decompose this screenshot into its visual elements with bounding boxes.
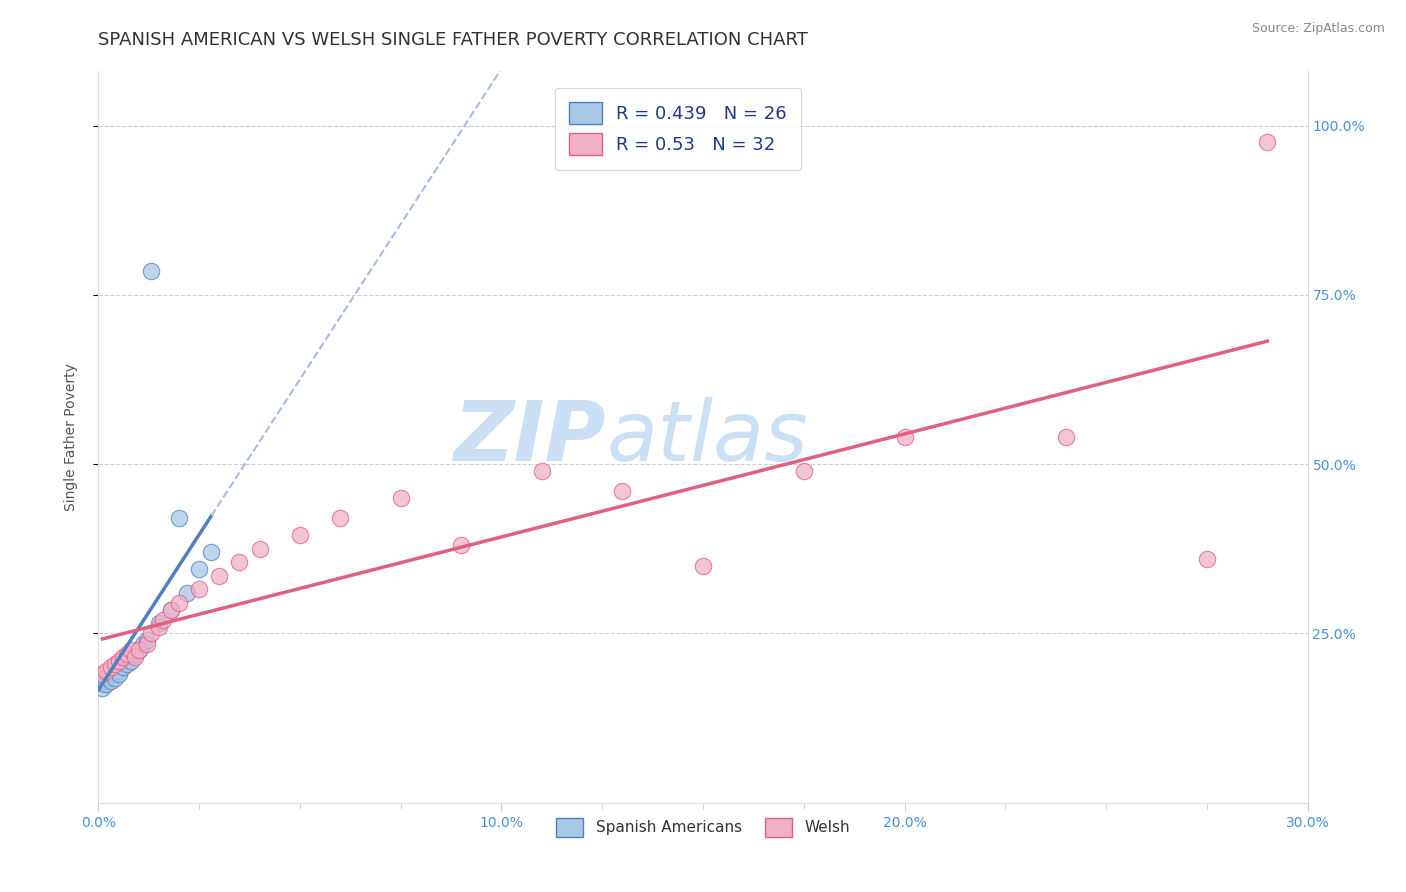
Point [389,491,412,505]
Point [120,654,142,668]
Point [115,657,138,671]
Point [208,569,231,583]
Point [249,541,271,556]
Point [148,620,170,634]
Point [288,528,311,542]
Point [91,677,114,691]
Point [107,654,129,668]
Point [96,671,118,685]
Point [124,647,146,661]
Point [100,671,122,685]
Text: ZIP: ZIP [454,397,606,477]
Legend: Spanish Americans, Welsh: Spanish Americans, Welsh [550,812,856,843]
Point [692,558,714,573]
Point [152,613,174,627]
Point [135,637,157,651]
Text: atlas: atlas [606,397,808,477]
Point [612,484,634,499]
Point [1054,430,1077,444]
Point [120,643,142,657]
Point [96,664,118,678]
Point [200,545,222,559]
Point [91,667,114,681]
Point [148,616,170,631]
Point [103,667,125,681]
Point [793,464,815,478]
Point [111,660,134,674]
Point [176,586,198,600]
Point [128,643,150,657]
Point [91,681,114,695]
Point [115,647,138,661]
Point [167,511,190,525]
Point [96,677,118,691]
Point [450,538,472,552]
Point [1195,552,1218,566]
Point [128,643,150,657]
Point [135,633,157,648]
Text: Source: ZipAtlas.com: Source: ZipAtlas.com [1251,22,1385,36]
Point [107,667,129,681]
Point [167,596,190,610]
Point [139,264,162,278]
Y-axis label: Single Father Poverty: Single Father Poverty [63,363,77,511]
Point [100,673,122,688]
Point [103,671,125,685]
Point [103,657,125,671]
Point [160,603,183,617]
Point [160,603,183,617]
Point [111,650,134,665]
Point [188,582,211,597]
Point [100,660,122,674]
Point [228,555,250,569]
Point [188,562,211,576]
Point [124,650,146,665]
Point [96,673,118,688]
Point [530,464,553,478]
Point [139,626,162,640]
Point [1256,136,1278,150]
Point [91,671,114,685]
Point [107,664,129,678]
Point [329,511,352,525]
Point [893,430,915,444]
Text: SPANISH AMERICAN VS WELSH SINGLE FATHER POVERTY CORRELATION CHART: SPANISH AMERICAN VS WELSH SINGLE FATHER … [98,31,808,49]
Point [132,637,155,651]
